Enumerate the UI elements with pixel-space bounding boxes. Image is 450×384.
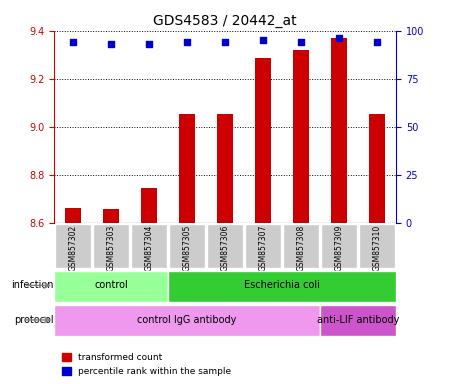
Point [184,39,191,45]
FancyBboxPatch shape [207,223,243,268]
Bar [293,50,309,223]
FancyBboxPatch shape [320,305,396,336]
Point [259,37,266,43]
Point [374,39,381,45]
FancyBboxPatch shape [168,270,396,302]
Bar [331,38,346,223]
FancyBboxPatch shape [321,223,357,268]
Text: protocol: protocol [14,315,54,325]
Bar [141,188,157,223]
Text: GSM857307: GSM857307 [258,225,267,271]
Text: GSM857310: GSM857310 [373,225,382,271]
Bar [217,114,233,223]
Title: GDS4583 / 20442_at: GDS4583 / 20442_at [153,14,297,28]
Text: GSM857306: GSM857306 [220,225,230,271]
Text: GSM857309: GSM857309 [334,225,343,271]
Text: GSM857303: GSM857303 [107,225,116,271]
Text: control IgG antibody: control IgG antibody [137,315,237,325]
Text: GSM857302: GSM857302 [68,225,77,271]
Point [69,39,76,45]
Text: Escherichia coli: Escherichia coli [244,280,320,290]
Text: control: control [94,280,128,290]
Point [145,41,153,47]
FancyBboxPatch shape [245,223,281,268]
Text: GSM857305: GSM857305 [183,225,192,271]
FancyBboxPatch shape [54,270,168,302]
Point [221,39,229,45]
FancyBboxPatch shape [283,223,319,268]
FancyBboxPatch shape [169,223,205,268]
FancyBboxPatch shape [131,223,167,268]
Point [297,39,305,45]
Text: GSM857304: GSM857304 [144,225,153,271]
Point [335,35,342,41]
Text: GSM857308: GSM857308 [297,225,306,271]
FancyBboxPatch shape [93,223,129,268]
FancyBboxPatch shape [54,305,320,336]
Point [108,41,115,47]
FancyBboxPatch shape [359,223,395,268]
Bar [256,58,270,223]
FancyBboxPatch shape [55,223,91,268]
Bar [369,114,385,223]
Legend: transformed count, percentile rank within the sample: transformed count, percentile rank withi… [58,349,235,379]
Text: infection: infection [12,280,54,290]
Bar [65,208,81,223]
Bar [104,209,119,223]
Text: anti-LIF antibody: anti-LIF antibody [317,315,399,325]
Bar [180,114,194,223]
